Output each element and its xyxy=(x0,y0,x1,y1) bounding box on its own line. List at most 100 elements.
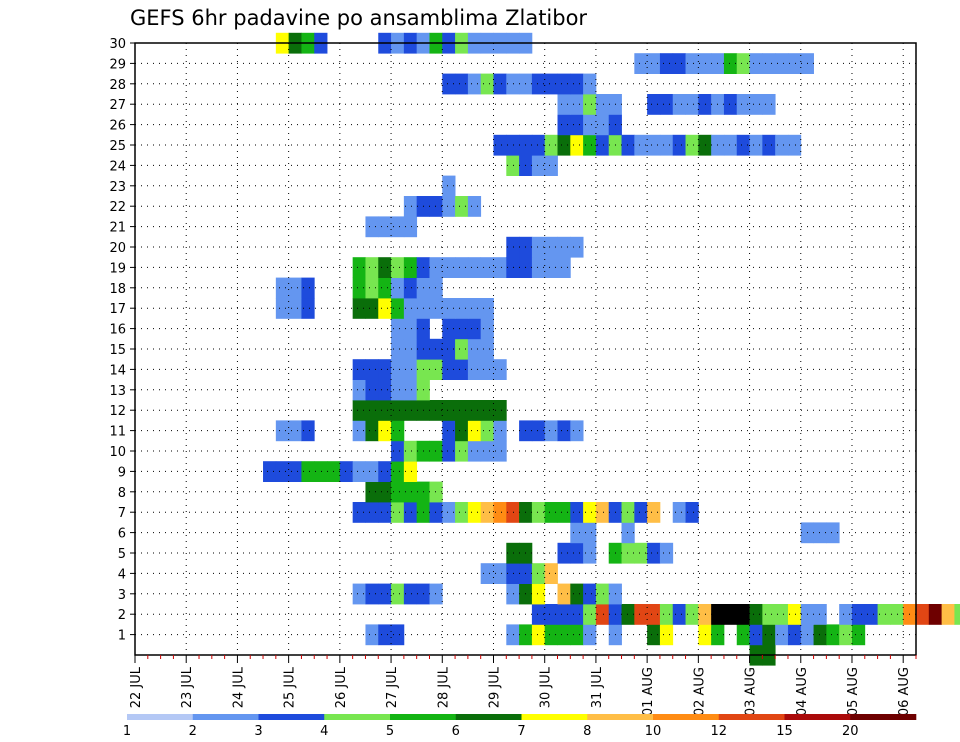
heatmap-cell xyxy=(365,624,379,646)
y-tick-label: 13 xyxy=(109,384,126,399)
heatmap-cell xyxy=(647,604,661,625)
heatmap-cell xyxy=(506,502,520,523)
heatmap-cell xyxy=(928,604,942,625)
heatmap-cell xyxy=(659,94,674,115)
heatmap-cell xyxy=(352,420,366,442)
y-tick-label: 17 xyxy=(109,302,126,317)
heatmap-cell xyxy=(557,502,571,523)
heatmap-cell xyxy=(506,236,520,258)
y-axis: 1234567891011121314151617181920212223242… xyxy=(109,37,135,644)
heatmap-cell xyxy=(557,236,571,258)
legend-swatch xyxy=(324,714,391,720)
x-tick-label: 04 AUG xyxy=(795,667,810,716)
legend-label: 15 xyxy=(776,724,793,739)
heatmap-cell xyxy=(531,502,546,523)
heatmap-cell xyxy=(570,73,584,95)
heatmap-cell xyxy=(480,563,494,584)
heatmap-cell xyxy=(365,379,379,401)
heatmap-cell xyxy=(403,338,418,360)
heatmap-cell xyxy=(352,502,366,523)
heatmap-cell xyxy=(851,624,866,646)
heatmap-cell xyxy=(672,134,686,156)
heatmap-cell xyxy=(570,114,584,136)
heatmap-cell xyxy=(659,604,674,625)
y-tick-label: 19 xyxy=(109,261,126,276)
heatmap-cell xyxy=(365,277,379,299)
y-tick-label: 1 xyxy=(118,629,126,644)
legend-swatch xyxy=(587,714,654,720)
heatmap-cell xyxy=(634,542,648,564)
heatmap-cell xyxy=(455,298,469,319)
heatmap-cell xyxy=(621,542,635,564)
heatmap-cell xyxy=(557,624,571,646)
heatmap-cell xyxy=(813,604,827,625)
heatmap-cell xyxy=(634,502,648,523)
heatmap-cell xyxy=(403,196,418,217)
heatmap-cell xyxy=(352,359,366,380)
heatmap-cell xyxy=(352,277,366,299)
legend-swatch xyxy=(390,714,457,720)
heatmap-cell xyxy=(467,257,482,278)
heatmap-cell xyxy=(544,257,558,278)
heatmap-cell xyxy=(467,196,482,217)
y-tick-label: 5 xyxy=(118,547,126,562)
heatmap-cell xyxy=(403,583,418,605)
heatmap-cell xyxy=(698,624,712,646)
heatmap-cell xyxy=(723,53,738,74)
heatmap-cell xyxy=(570,542,584,564)
heatmap-cell xyxy=(378,624,392,646)
heatmap-cell xyxy=(685,604,699,625)
heatmap-cell xyxy=(506,542,520,564)
heatmap-cell xyxy=(621,522,635,544)
heatmap-cell xyxy=(851,604,866,625)
y-tick-label: 30 xyxy=(109,37,126,52)
heatmap-cell xyxy=(775,624,789,646)
y-tick-label: 23 xyxy=(109,180,126,195)
heatmap-cell xyxy=(442,338,456,360)
heatmap-cell xyxy=(544,134,558,156)
heatmap-cell xyxy=(288,298,302,319)
heatmap-cell xyxy=(634,604,648,625)
heatmap-cell xyxy=(877,604,891,625)
heatmap-cell xyxy=(480,73,494,95)
heatmap-cell xyxy=(736,604,750,625)
heatmap-cell xyxy=(403,379,418,401)
y-tick-label: 3 xyxy=(118,588,126,603)
heatmap-cell xyxy=(544,604,558,625)
heatmap-cell xyxy=(378,502,392,523)
heatmap-cell xyxy=(583,134,597,156)
heatmap-cell xyxy=(647,624,661,646)
heatmap-cell xyxy=(467,359,482,380)
heatmap-cell xyxy=(659,134,674,156)
legend-swatch xyxy=(455,714,522,720)
heatmap-cell xyxy=(775,53,789,74)
heatmap-cell xyxy=(685,94,699,115)
heatmap-cell xyxy=(480,420,494,442)
y-tick-label: 26 xyxy=(109,119,126,134)
heatmap-cell xyxy=(493,502,507,523)
heatmap-cell xyxy=(467,73,482,95)
heatmap-cell xyxy=(442,400,456,421)
heatmap-cell xyxy=(531,583,546,605)
heatmap-cell xyxy=(839,604,853,625)
heatmap-cell xyxy=(506,563,520,584)
heatmap-cell xyxy=(531,236,546,258)
heatmap-cell xyxy=(403,277,418,299)
y-tick-label: 6 xyxy=(118,527,126,542)
heatmap-cell xyxy=(455,420,469,442)
heatmap-cell xyxy=(685,502,699,523)
heatmap-cell xyxy=(583,542,597,564)
heatmap-cell xyxy=(391,400,405,421)
heatmap-cell xyxy=(557,420,571,442)
heatmap-cell xyxy=(531,563,546,584)
heatmap-cell xyxy=(429,257,443,278)
heatmap-cell xyxy=(595,134,610,156)
heatmap-cell xyxy=(531,73,546,95)
heatmap-cell xyxy=(480,318,494,340)
heatmap-cell xyxy=(365,216,379,238)
heatmap-cell xyxy=(403,359,418,380)
heatmap-cell xyxy=(787,624,802,646)
heatmap-cell xyxy=(506,257,520,278)
heatmap-cell xyxy=(378,277,392,299)
heatmap-cell xyxy=(391,461,405,482)
